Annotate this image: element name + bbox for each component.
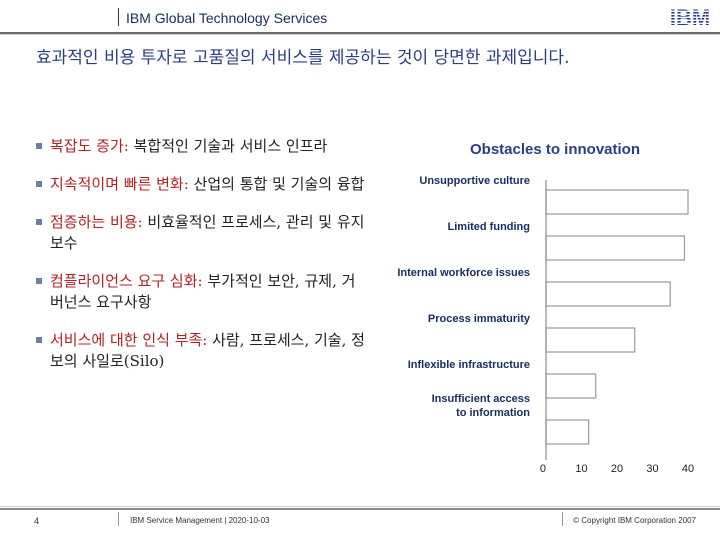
footer-divider: [562, 512, 563, 526]
bullet-square-icon: [36, 181, 42, 187]
bullet-text: 복합적인 기술과 서비스 인프라: [128, 137, 328, 155]
bullet-item: 서비스에 대한 인식 부족: 사람, 프로세스, 기술, 정보의 사일로(Sil…: [36, 330, 366, 372]
logo-text: IBM: [670, 6, 710, 28]
footer-copyright: © Copyright IBM Corporation 2007: [573, 516, 696, 525]
x-tick-label: 20: [611, 463, 623, 475]
ibm-logo: IBM: [670, 6, 710, 28]
chart-bar: [545, 327, 636, 353]
bullet-highlight: 컴플라이언스 요구 심화:: [50, 272, 203, 290]
chart-bar: [545, 281, 671, 307]
page-title: 효과적인 비용 투자로 고품질의 서비스를 제공하는 것이 당면한 과제입니다.: [36, 48, 570, 68]
chart-bar: [545, 235, 686, 261]
division-label: IBM Global Technology Services: [126, 10, 328, 26]
category-label: Inflexible infrastructure: [408, 359, 530, 371]
header-rule-light: [0, 34, 720, 35]
bullet-highlight: 점증하는 비용:: [50, 213, 143, 231]
bullet-highlight: 서비스에 대한 인식 부족:: [50, 331, 208, 349]
footer-rule: [0, 508, 720, 510]
bullet-item: 컴플라이언스 요구 심화: 부가적인 보안, 규제, 거버넌스 요구사항: [36, 271, 366, 313]
footer-presentation-info: IBM Service Management | 2020-10-03: [130, 516, 270, 525]
bullet-text: 비효율적인 프로세스, 관리 및 유지 보수: [50, 213, 365, 252]
bullet-list: 복잡도 증가: 복합적인 기술과 서비스 인프라 지속적이며 빠른 변화: 산업…: [36, 136, 366, 389]
x-tick-label: 0: [540, 463, 546, 475]
chart-bar: [545, 189, 689, 215]
footer-divider: [118, 512, 119, 526]
bullet-square-icon: [36, 278, 42, 284]
bullet-text: 부가적인 보안, 규제, 거버넌스 요구사항: [50, 272, 356, 311]
x-tick-label: 30: [646, 463, 658, 475]
page-number: 4: [34, 516, 40, 526]
footer-rule-light: [0, 506, 720, 507]
chart-title: Obstacles to innovation: [470, 141, 640, 158]
category-label: Process immaturity: [428, 313, 531, 325]
chart-bar: [545, 419, 590, 445]
x-tick-label: 40: [682, 463, 694, 475]
bullet-highlight: 복잡도 증가:: [50, 137, 129, 155]
bullet-square-icon: [36, 219, 42, 225]
category-label: to information: [456, 407, 530, 419]
category-label: Limited funding: [448, 221, 530, 233]
bullet-item: 점증하는 비용: 비효율적인 프로세스, 관리 및 유지 보수: [36, 212, 366, 254]
bullet-item: 복잡도 증가: 복합적인 기술과 서비스 인프라: [36, 136, 366, 157]
bullet-text: 산업의 통합 및 기술의 융합: [188, 175, 365, 193]
bullet-square-icon: [36, 337, 42, 343]
category-label: Insufficient access: [432, 393, 530, 405]
category-label: Internal workforce issues: [397, 267, 530, 279]
bullet-square-icon: [36, 143, 42, 149]
bullet-item: 지속적이며 빠른 변화: 산업의 통합 및 기술의 융합: [36, 174, 366, 195]
bullet-highlight: 지속적이며 빠른 변화:: [50, 175, 189, 193]
chart-bar: [545, 373, 597, 399]
bullet-text: 사람, 프로세스, 기술, 정보의 사일로(Silo): [50, 331, 365, 370]
header-rule: [0, 32, 720, 34]
category-label: Unsupportive culture: [419, 175, 530, 187]
x-tick-label: 10: [575, 463, 587, 475]
header-divider: [118, 8, 119, 26]
obstacles-bar-chart: Obstacles to innovation Unsupportive cult…: [397, 141, 694, 475]
